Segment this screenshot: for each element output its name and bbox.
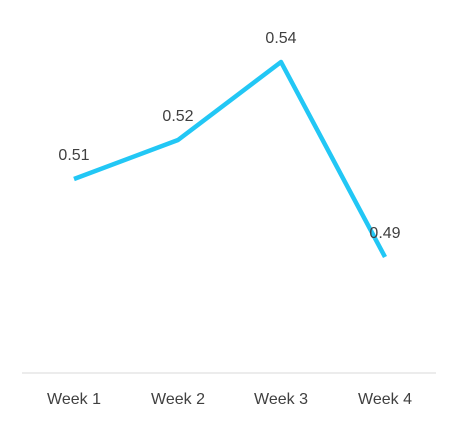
x-tick-label-layer: Week 1 Week 2 Week 3 Week 4: [47, 391, 412, 408]
data-label: 0.52: [162, 108, 193, 125]
data-label: 0.51: [58, 147, 89, 164]
x-tick-label: Week 3: [254, 391, 308, 408]
x-tick-label: Week 2: [151, 391, 205, 408]
x-tick-label: Week 4: [358, 391, 412, 408]
series-line: [73, 59, 387, 259]
x-tick-label: Week 1: [47, 391, 101, 408]
data-label: 0.54: [265, 30, 296, 47]
series-layer: [73, 59, 387, 259]
data-label-layer: 0.51 0.52 0.54 0.49: [58, 30, 400, 242]
data-label: 0.49: [369, 225, 400, 242]
